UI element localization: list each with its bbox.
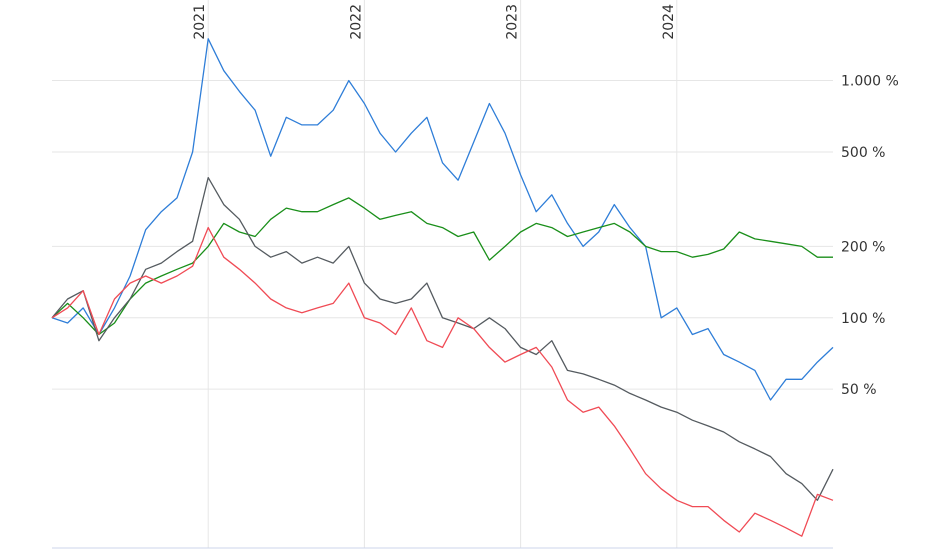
series-line <box>51 197 833 336</box>
x-tick-label: 2023 <box>505 4 521 40</box>
series-line <box>51 226 834 537</box>
y-tick-label: 1.000 % <box>841 74 899 90</box>
y-tick-label: 50 % <box>841 382 877 398</box>
series-line <box>51 176 834 501</box>
x-tick-label: 2021 <box>192 4 208 40</box>
series-line <box>51 38 834 401</box>
y-tick-label: 200 % <box>841 239 885 255</box>
x-tick-label: 2024 <box>661 4 677 40</box>
y-tick-label: 100 % <box>841 311 885 327</box>
x-tick-label: 2022 <box>348 4 364 40</box>
y-tick-label: 500 % <box>841 145 885 161</box>
